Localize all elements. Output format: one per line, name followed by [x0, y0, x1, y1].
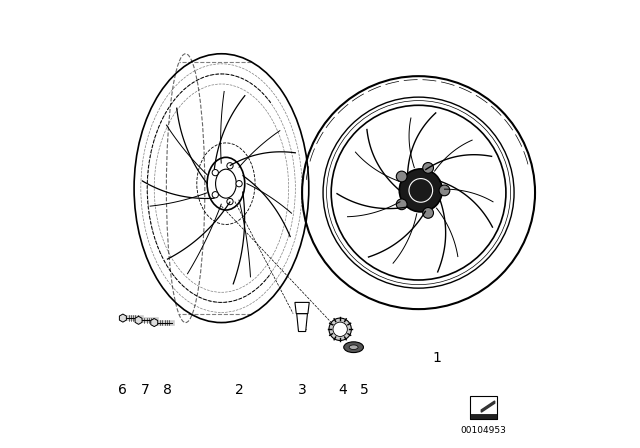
- Ellipse shape: [423, 207, 433, 218]
- Ellipse shape: [227, 163, 233, 169]
- Ellipse shape: [236, 181, 242, 187]
- Bar: [470, 396, 497, 419]
- Text: 4: 4: [338, 383, 347, 397]
- Polygon shape: [135, 316, 142, 324]
- Ellipse shape: [349, 345, 358, 349]
- Bar: [470, 414, 497, 419]
- Ellipse shape: [439, 185, 450, 196]
- Ellipse shape: [329, 318, 351, 340]
- Polygon shape: [297, 314, 307, 332]
- Ellipse shape: [399, 169, 442, 212]
- Ellipse shape: [212, 192, 218, 198]
- Polygon shape: [151, 319, 157, 327]
- Polygon shape: [481, 401, 495, 412]
- Text: 6: 6: [118, 383, 127, 397]
- Ellipse shape: [344, 342, 364, 353]
- Text: 2: 2: [235, 383, 244, 397]
- Text: 00104953: 00104953: [461, 426, 506, 435]
- Text: 8: 8: [163, 383, 172, 397]
- Ellipse shape: [333, 322, 348, 336]
- Text: 7: 7: [141, 383, 150, 397]
- Ellipse shape: [396, 171, 407, 182]
- Ellipse shape: [396, 199, 407, 210]
- Text: 1: 1: [432, 351, 441, 366]
- Text: 5: 5: [360, 383, 369, 397]
- Polygon shape: [120, 314, 126, 322]
- Polygon shape: [295, 302, 309, 314]
- Ellipse shape: [227, 198, 233, 205]
- Ellipse shape: [423, 163, 433, 173]
- Text: 3: 3: [298, 383, 307, 397]
- Ellipse shape: [212, 169, 218, 176]
